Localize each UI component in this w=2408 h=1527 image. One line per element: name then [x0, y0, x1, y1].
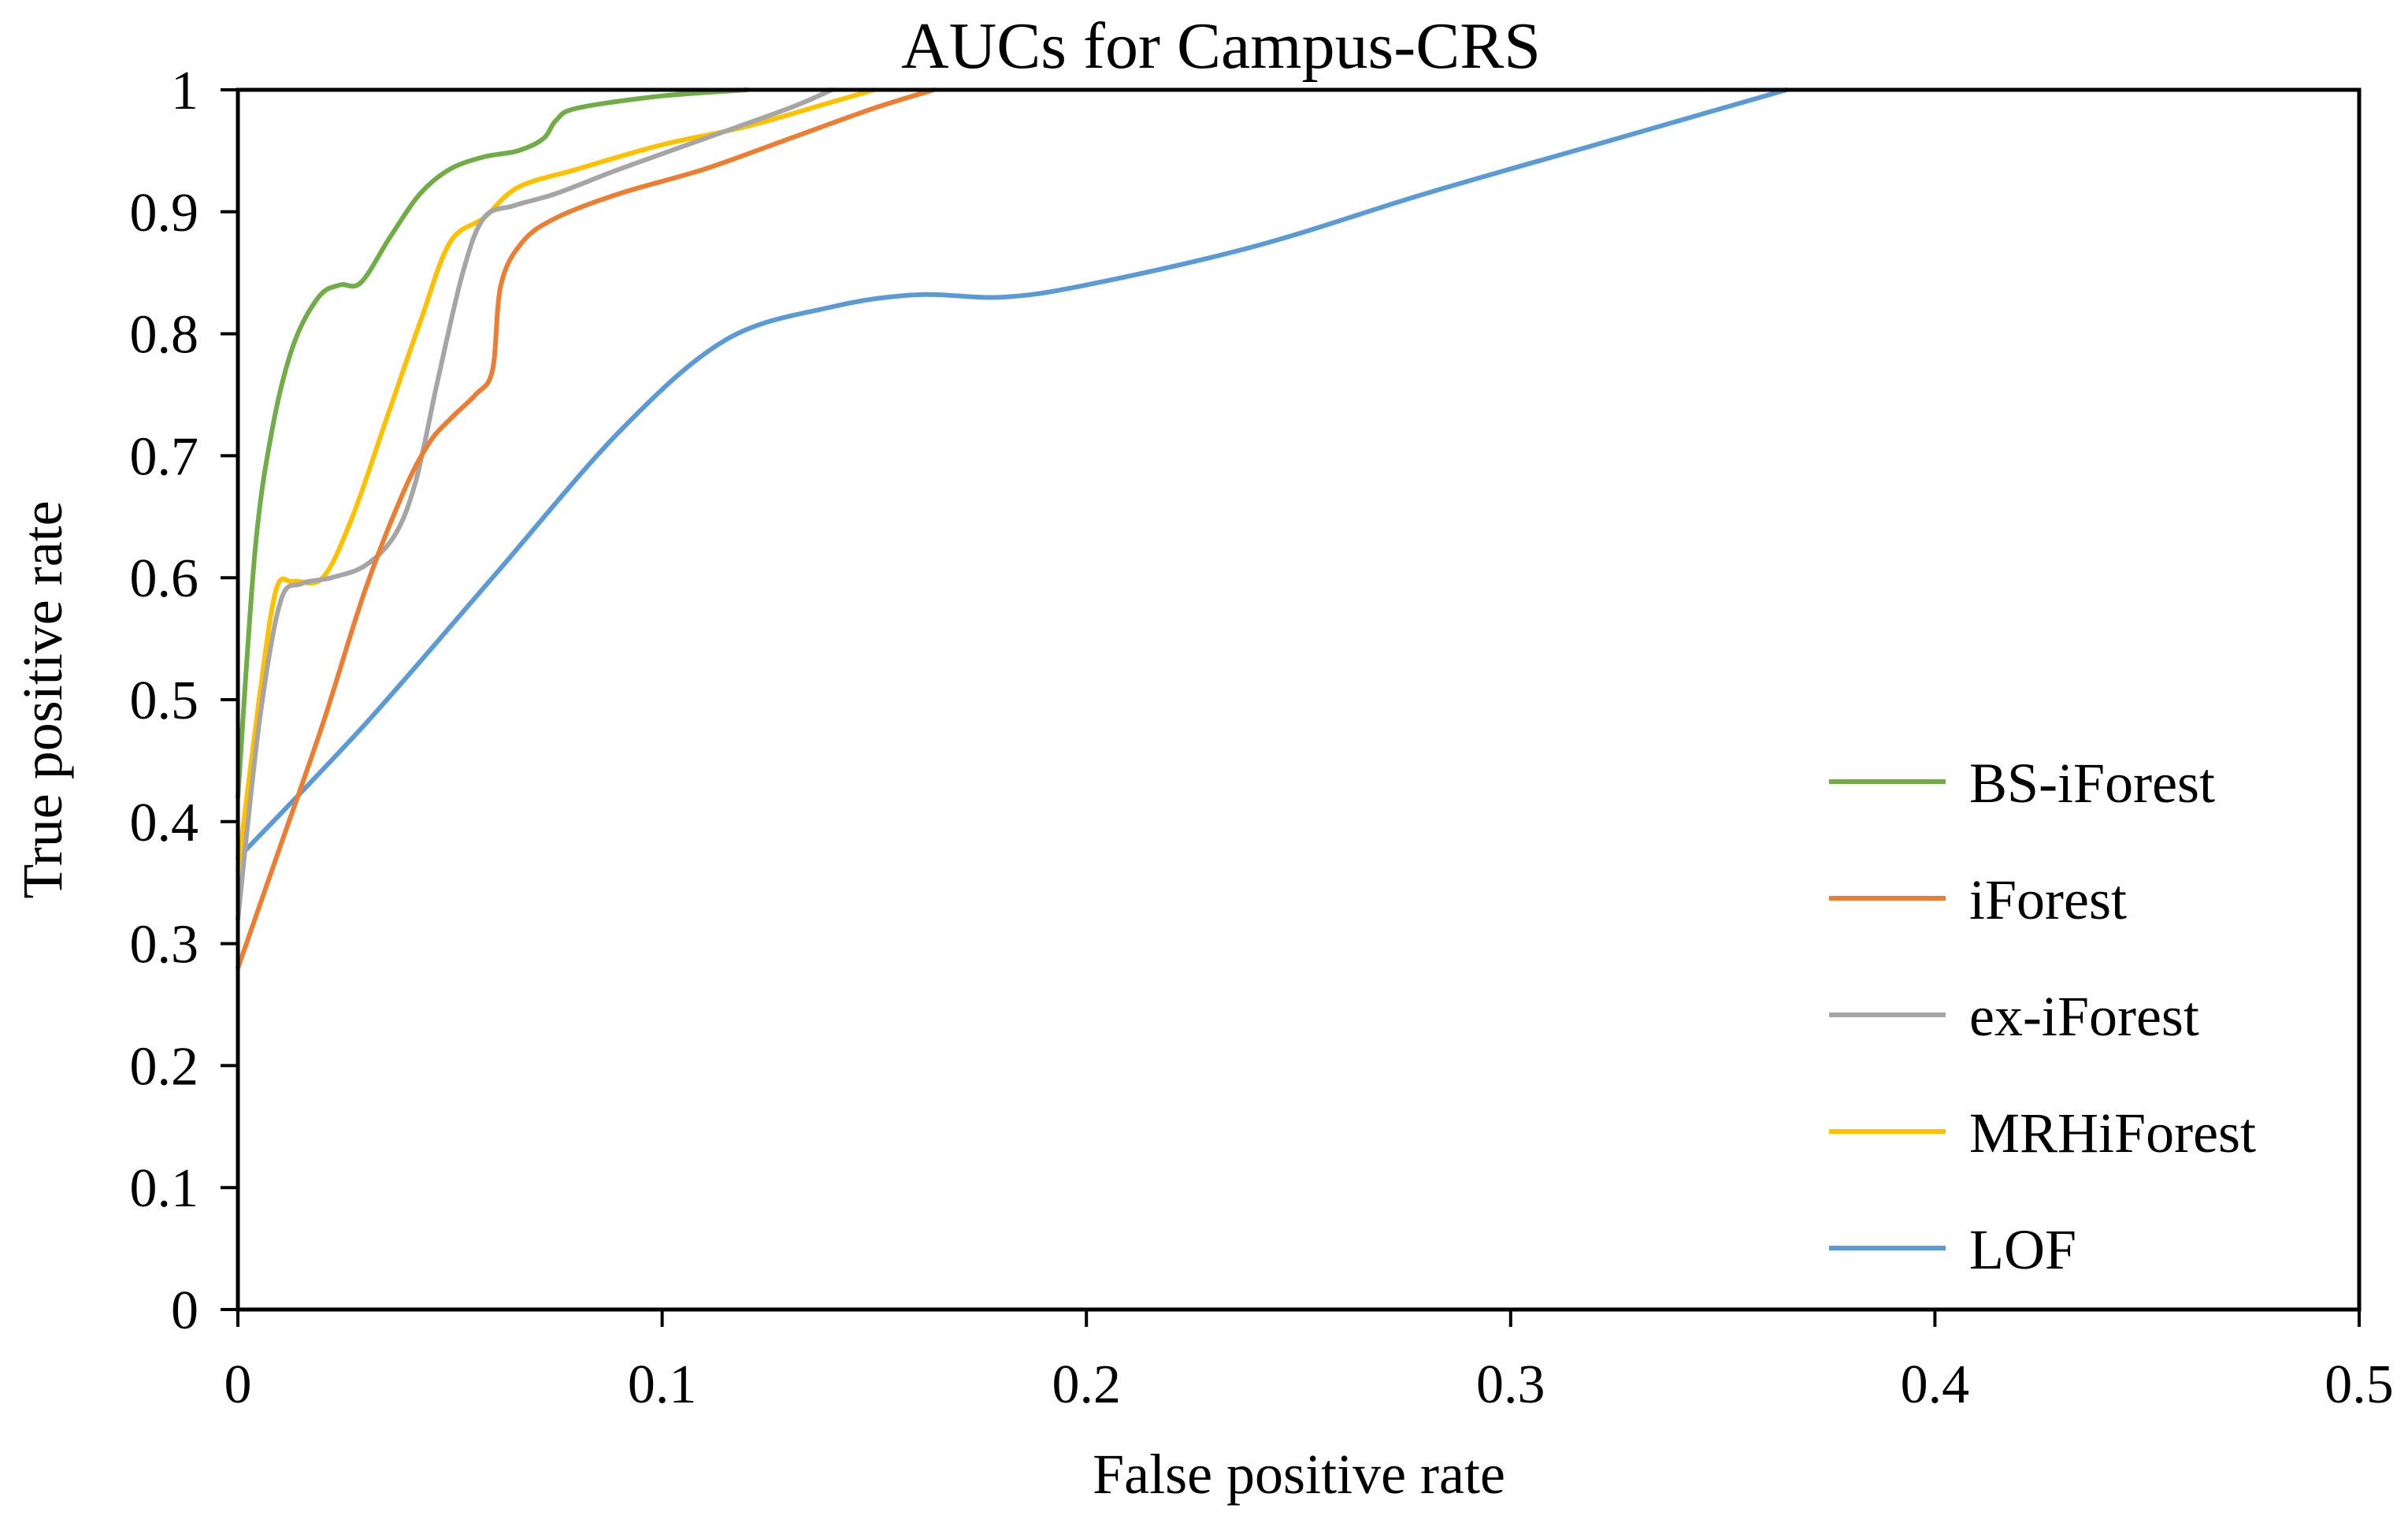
legend-label-bs-iforest: BS-iForest — [1969, 752, 2215, 815]
y-tick-label: 0.8 — [130, 305, 199, 366]
y-tick-label: 1 — [171, 61, 199, 121]
y-tick-label: 0.4 — [130, 793, 199, 853]
y-tick-label: 0.3 — [130, 915, 199, 975]
x-tick-label: 0 — [224, 1354, 252, 1415]
series-line-iforest — [236, 87, 937, 971]
chart-title: AUCs for Campus-CRS — [901, 9, 1541, 83]
x-tick-label: 0.3 — [1476, 1354, 1545, 1415]
series-line-bs-iforest — [236, 87, 750, 800]
x-axis-title: False positive rate — [1093, 1443, 1505, 1506]
legend-label-mrhiforest: MRHiForest — [1969, 1102, 2256, 1165]
y-axis-ticks: 0 0.1 0.2 0.3 0.4 0.5 0.6 0.7 0.8 0.9 1 — [130, 61, 238, 1341]
y-tick-label: 0.7 — [130, 426, 199, 487]
x-tick-label: 0.4 — [1901, 1354, 1970, 1415]
y-axis-title: True positive rate — [11, 500, 74, 898]
y-tick-label: 0.5 — [130, 671, 199, 731]
x-tick-label: 0.2 — [1052, 1354, 1121, 1415]
series-lines — [236, 87, 1789, 971]
legend-label-ex-iforest: ex-iForest — [1969, 985, 2199, 1048]
x-axis-ticks: 0 0.1 0.2 0.3 0.4 0.5 — [224, 1310, 2394, 1415]
legend-label-iforest: iForest — [1969, 868, 2127, 931]
y-tick-label: 0 — [171, 1280, 199, 1341]
legend-label-lof: LOF — [1969, 1218, 2076, 1281]
x-tick-label: 0.1 — [628, 1354, 697, 1415]
legend: BS-iForest iForest ex-iForest MRHiForest LOF — [1829, 752, 2256, 1281]
series-line-lof — [236, 87, 1789, 861]
series-line-mrhiforest — [236, 87, 877, 873]
y-tick-label: 0.2 — [130, 1036, 199, 1097]
y-tick-label: 0.9 — [130, 183, 199, 243]
x-tick-label: 0.5 — [2325, 1354, 2394, 1415]
y-tick-label: 0.6 — [130, 548, 199, 609]
series-line-ex-iforest — [236, 87, 834, 922]
y-tick-label: 0.1 — [130, 1158, 199, 1219]
